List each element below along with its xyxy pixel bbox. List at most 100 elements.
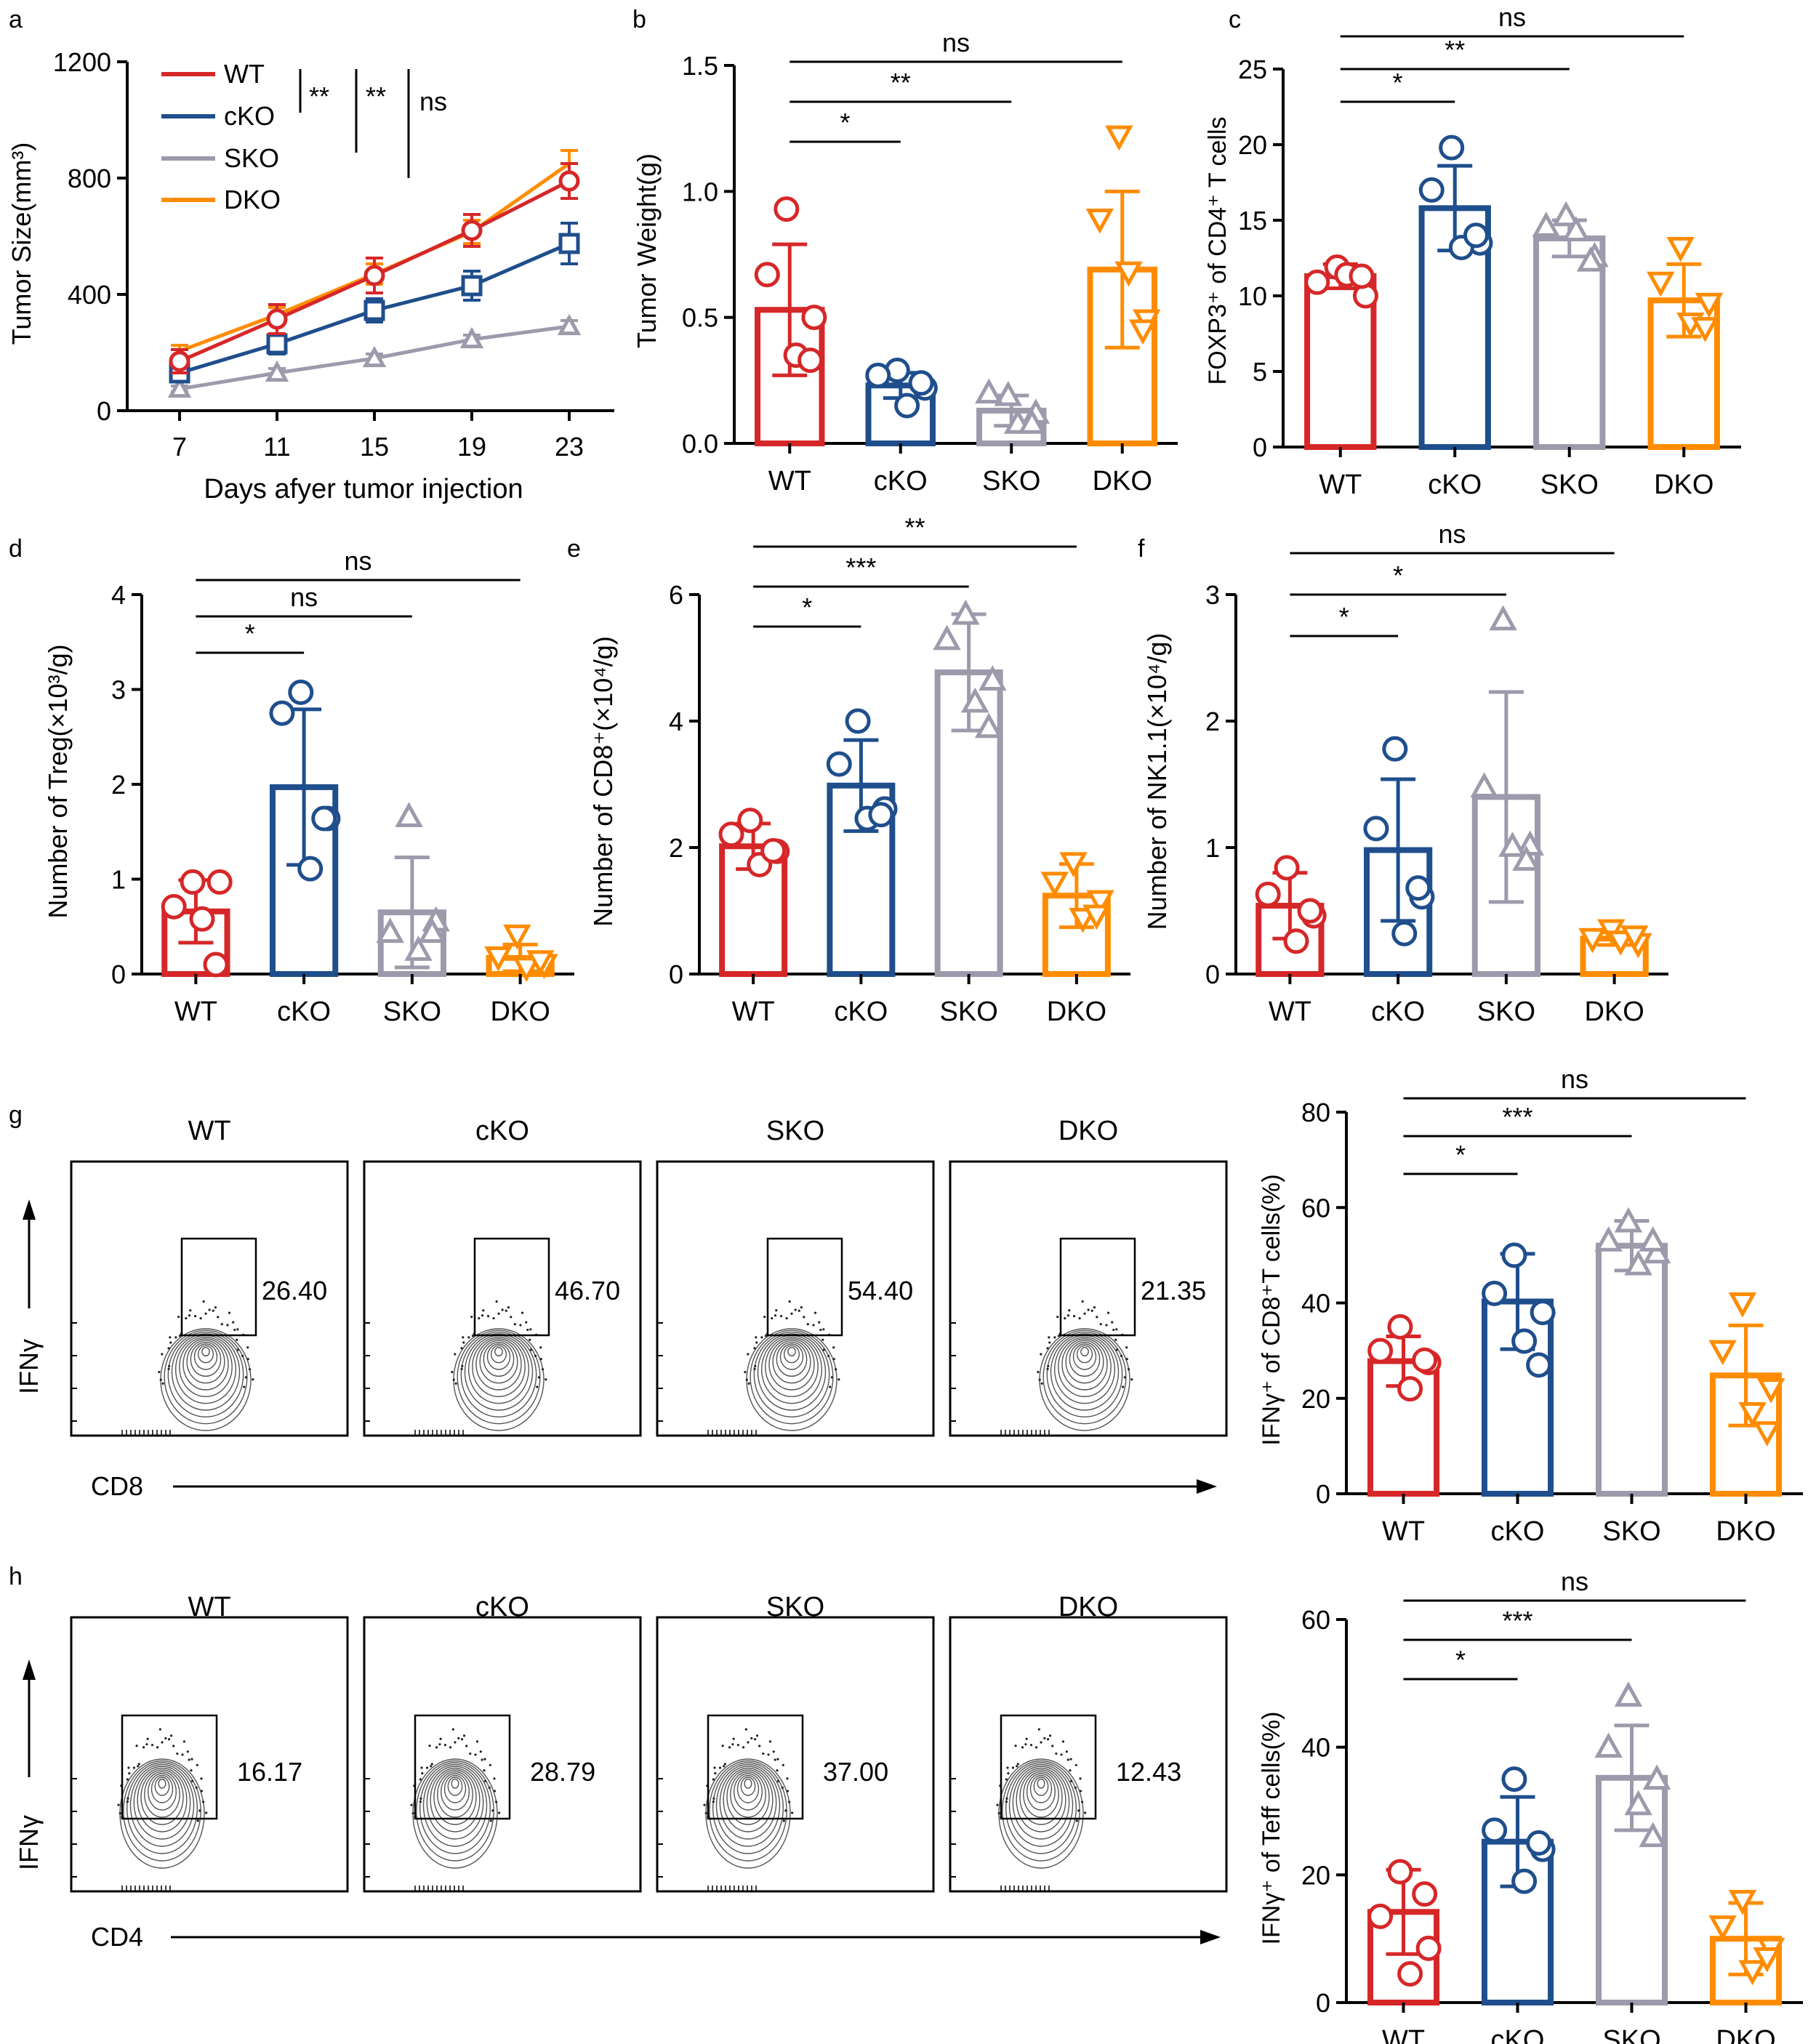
contour-line <box>182 1338 229 1391</box>
event-dot <box>438 1743 441 1746</box>
event-dot <box>832 1358 835 1361</box>
significance-label: ** <box>891 68 911 97</box>
event-dot <box>1130 1378 1133 1381</box>
data-point <box>513 957 541 983</box>
legend-label-wt: WT <box>224 59 265 89</box>
gate-percentage: 46.70 <box>555 1276 620 1305</box>
event-dot <box>521 1311 524 1314</box>
y-axis-label: Tumor Size(mm³) <box>7 142 36 345</box>
contour-line <box>140 1769 184 1825</box>
event-dot <box>750 1737 753 1740</box>
contour-line <box>443 1774 467 1803</box>
event-dot <box>501 1308 504 1311</box>
contour-line <box>1012 1766 1070 1840</box>
contour-line <box>422 1763 488 1847</box>
significance-label: ** <box>1445 35 1465 65</box>
event-dot <box>246 1346 249 1349</box>
data-point <box>975 378 1003 404</box>
event-dot <box>188 1758 190 1761</box>
event-dot <box>232 1321 235 1324</box>
event-dot <box>745 1378 748 1381</box>
event-dot <box>534 1354 537 1357</box>
event-dot <box>132 1766 136 1769</box>
y-tick-label: 800 <box>68 164 111 193</box>
bar-chart: 0 1 2 3 WT cKO SKO DKO * * ns <box>1205 519 1668 1027</box>
event-dot <box>832 1346 835 1349</box>
data-point <box>1532 212 1561 237</box>
axes: 0 400 800 1200 7 11 15 19 23 <box>53 47 614 462</box>
contour-line <box>1058 1336 1112 1398</box>
event-dot <box>505 1309 507 1312</box>
event-dot <box>196 1819 199 1822</box>
contour-line <box>1005 1762 1077 1854</box>
contour-line <box>426 1766 484 1840</box>
contour-line <box>730 1771 766 1818</box>
gate-box <box>707 1714 804 1820</box>
data-point <box>1511 1328 1538 1354</box>
event-dot <box>755 1734 759 1737</box>
event-dot <box>1069 1758 1072 1761</box>
contour-line <box>190 1341 222 1377</box>
data-point <box>1738 1401 1767 1428</box>
event-dot <box>461 1364 464 1367</box>
event-dot <box>460 1347 463 1350</box>
event-dot <box>1011 1766 1015 1769</box>
event-dot <box>763 1316 766 1319</box>
gate-box <box>766 1237 843 1337</box>
event-dot <box>195 1786 198 1789</box>
data-point <box>1501 1242 1527 1268</box>
event-dot <box>190 1769 193 1772</box>
event-dot <box>443 1744 447 1747</box>
event-dot <box>755 1336 758 1339</box>
event-dot <box>478 1317 481 1320</box>
event-dot <box>539 1346 542 1349</box>
data-point <box>1470 772 1498 797</box>
event-dot <box>775 1309 778 1312</box>
contour-line <box>129 1763 195 1847</box>
data-point <box>1304 269 1330 295</box>
y-axis-label: IFNγ⁺ of CD8⁺T cells(%) <box>1258 1174 1285 1445</box>
event-dot <box>803 1316 805 1319</box>
contour-line <box>154 1777 170 1796</box>
event-dot <box>481 1314 484 1317</box>
data-point <box>461 220 483 241</box>
x-tick-label: WT <box>1382 1516 1425 1547</box>
event-dot <box>1005 1797 1008 1800</box>
contour-line <box>464 1333 534 1411</box>
flow-cytometry-plots: WT 26.40 cKO 46.70 SKO 54.40 DKO 21.35 IFNγ CD8 <box>14 1116 1228 1501</box>
event-dot <box>754 1364 757 1367</box>
event-dot <box>181 1753 184 1756</box>
event-dot <box>220 1323 223 1326</box>
data-point <box>557 313 582 336</box>
gate-percentage: 26.40 <box>262 1276 327 1305</box>
event-dot <box>470 1316 473 1319</box>
event-dot <box>1105 1324 1108 1327</box>
data-point <box>1463 222 1489 249</box>
panel-g: g WT 26.40 cKO 46.70 SKO 54.40 DKO 21.35 IFNγ CD8… <box>9 1064 1803 1547</box>
data-point <box>266 333 288 355</box>
significance-label: * <box>1339 602 1349 632</box>
event-dot <box>1074 1786 1077 1789</box>
event-dot <box>419 1797 422 1800</box>
legend-label-cko: cKO <box>224 101 275 131</box>
event-dot <box>483 1769 486 1772</box>
x-tick-label: WT <box>768 466 811 496</box>
event-dot <box>829 1385 832 1388</box>
contour-line <box>483 1341 515 1377</box>
event-dot <box>467 1336 470 1339</box>
event-dot <box>529 1348 533 1351</box>
event-dot <box>137 1763 140 1766</box>
data-point <box>1018 409 1046 434</box>
event-dot <box>1037 1728 1040 1731</box>
event-dot <box>169 1734 173 1737</box>
event-dot <box>128 1772 131 1775</box>
data-point <box>1086 890 1114 916</box>
event-dot <box>1127 1368 1130 1371</box>
event-dot <box>488 1786 491 1789</box>
event-dot <box>1079 1777 1082 1780</box>
event-dot <box>126 1800 129 1803</box>
event-dot <box>169 1341 172 1344</box>
